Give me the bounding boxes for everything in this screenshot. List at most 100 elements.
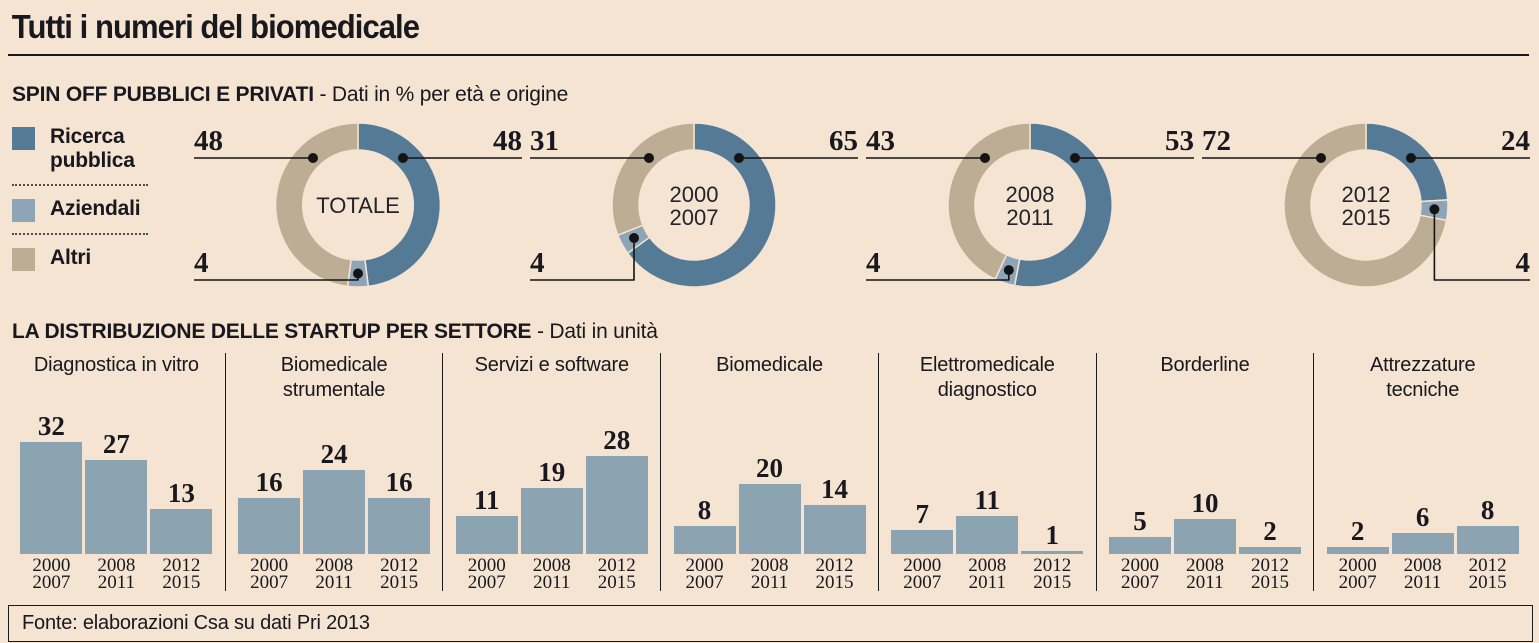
bar [238,498,301,554]
bar-value-label: 1 [1045,519,1059,550]
donut-svg: 48 48 4 TOTALE [194,122,522,288]
bar-column: 8 [673,495,736,554]
bar-category-label: 2000 2007 [250,555,289,593]
donut-slice [1013,122,1113,288]
bar-column: 5 [1108,506,1171,554]
callout-value: 4 [1516,247,1531,279]
callout-value: 65 [829,125,858,157]
donut-svg: 31 65 4 2000 2007 [530,122,858,288]
callout-dot [353,268,363,279]
spinoff-heading-note: - Dati in % per età e origine [319,83,569,106]
bar [1326,547,1389,554]
legend-label: Altri [50,246,92,269]
callout-dot [980,153,990,163]
bar-category-label: 2000 2007 [467,555,506,593]
donut-svg: 43 53 4 2008 2011 [866,122,1194,288]
donut-chart: 72 24 4 2012 2015 [1198,113,1534,303]
bar-value-label: 16 [385,467,413,497]
bar-value-label: 2 [1263,516,1277,546]
donut-center-label: TOTALE [316,193,400,218]
bar-category-label: 2012 2015 [162,555,201,593]
callout-dot [398,153,408,163]
callout-dot [1429,204,1440,215]
bar [738,484,801,554]
legend-swatch-aziendali [12,199,35,222]
callout-value: 48 [493,125,522,157]
legend-item-altri: Altri [12,242,190,275]
bar-value-label: 8 [1480,495,1495,525]
bar-column: 6 [1391,502,1454,554]
bar-value-label: 11 [974,484,1000,515]
bar-chart-title: Attrezzature tecniche [1369,354,1476,401]
bar-category-label: 2008 2011 [315,555,354,593]
bar-category-label: 2012 2015 [1468,555,1507,593]
bar-category-label: 2008 2011 [968,555,1007,593]
legend-separator [12,184,148,186]
title-rule [8,54,1529,56]
callout-value: 4 [530,247,545,279]
startup-section-heading: LA DISTRIBUZIONE DELLE STARTUP PER SETTO… [12,320,1531,344]
callout-dot [308,153,318,163]
bar-chart-categories: 2000 2007 2008 2011 2012 2015 [8,554,225,593]
callout-dot [1316,153,1326,163]
bar-value-label: 2 [1350,516,1365,546]
bar-column: 16 [238,468,301,554]
donut-center-label: 2008 2011 [1006,182,1055,230]
bar-column: 13 [150,477,213,554]
bar [891,529,954,554]
donut-chart: 43 53 4 2008 2011 [862,113,1198,303]
donut-center-label: 2000 2007 [670,182,719,230]
legend-item-aziendali: Aziendali [12,193,190,226]
bar-value-label: 6 [1415,502,1430,532]
bar-column: 32 [20,412,83,554]
donut-center-label: 2012 2015 [1342,182,1391,230]
donut-chart: 48 48 4 TOTALE [190,113,526,303]
bar-value-label: 20 [756,453,784,483]
bar-category-label: 2012 2015 [1250,555,1289,593]
bar-category-label: 2008 2011 [1185,555,1224,593]
bar-chart-title: Biomedicale [716,354,823,376]
callout-dot [644,153,654,163]
bar-chart-categories: 2000 2007 2008 2011 2012 2015 [1097,554,1314,593]
bar-chart-panel: Elettromedicale diagnostico 7 11 1 2000 200… [877,353,1096,593]
callout-value: 24 [1501,125,1530,157]
bar-value-label: 11 [474,484,500,515]
bar-chart-plot: 8 20 14 [661,411,878,554]
bar [585,456,648,554]
bar-value-label: 8 [697,495,712,525]
bar-chart-title: Borderline [1160,354,1250,376]
bar [1456,526,1519,554]
startup-heading-note: - Dati in unità [537,320,658,343]
callout-value: 4 [194,247,209,279]
bar-value-label: 10 [1191,488,1219,518]
bar-column: 11 [455,484,518,554]
donut-slice [626,122,777,288]
bar-chart-title: Elettromedicale diagnostico [919,354,1055,401]
bar-value-label: 13 [167,477,195,508]
bar [956,515,1019,554]
bar-chart-plot: 11 19 28 [443,411,660,554]
bar-section: Diagnostica in vitro 32 27 13 2000 2007 2008… [8,353,1531,593]
donut-slice [357,122,442,288]
bar-value-label: 19 [538,456,566,487]
bar-value-label: 14 [821,474,849,504]
source-text: Fonte: elaborazioni Csa su dati Pri 2013 [22,612,370,634]
callout-value: 53 [1165,125,1194,157]
bar-category-label: 2000 2007 [685,555,724,593]
bar-chart-categories: 2000 2007 2008 2011 2012 2015 [1314,554,1531,593]
bar-value-label: 24 [320,439,348,469]
bar-category-label: 2000 2007 [32,555,71,593]
bar-column: 20 [738,453,801,554]
bar-category-label: 2000 2007 [1338,555,1377,593]
bar [1021,550,1084,554]
bar-category-label: 2012 2015 [380,555,419,593]
bar-chart-panel: Biomedicale 8 20 14 2000 2007 2008 2011 2012 20… [660,353,878,593]
legend-label: Ricerca pubblica [50,125,135,172]
callout-dot [629,233,639,243]
callout-line [1433,209,1530,281]
bar [520,487,583,554]
bar-chart-categories: 2000 2007 2008 2011 2012 2015 [443,554,660,593]
bar-category-label: 2000 2007 [903,555,942,593]
bar-column: 1 [1021,519,1084,554]
bar-category-label: 2008 2011 [1403,555,1442,593]
